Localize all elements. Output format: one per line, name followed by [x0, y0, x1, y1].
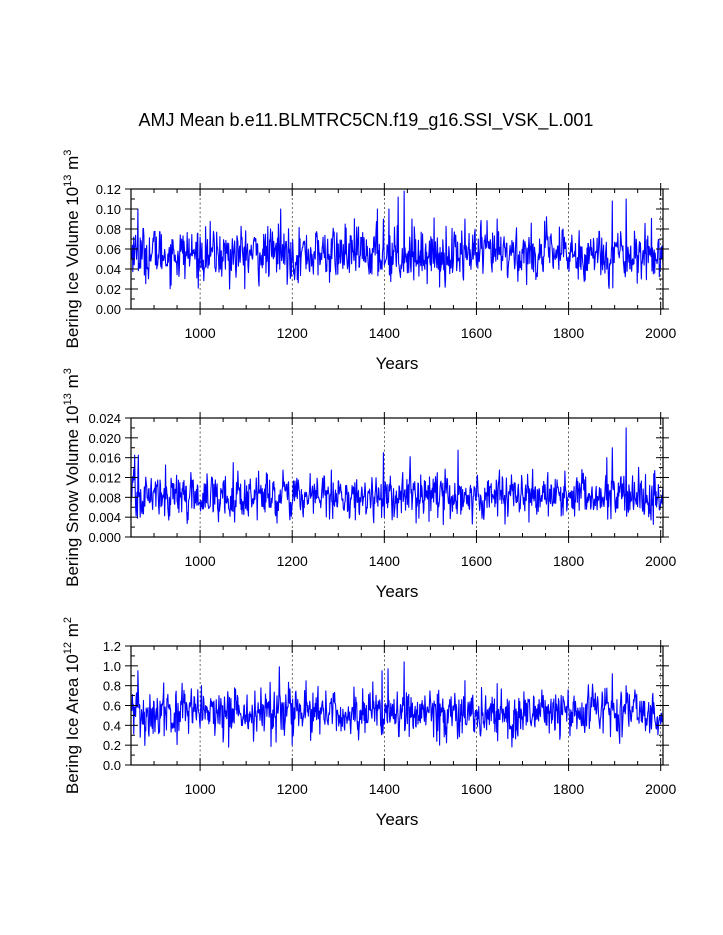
x-axis-label: Years — [376, 810, 419, 829]
chart-panel-3: 1000 1200 1400 1600 1800 2000 0.0 0.2 0.4 0.6 0.8 1… — [62, 617, 676, 829]
chart-panel-2: 1000 1200 1400 1600 1800 2000 0.000 0.004 0.008 0… — [62, 368, 676, 601]
x-tick-label: 2000 — [645, 781, 676, 797]
y-axis-label: Bering Ice Area 1012 m2 — [62, 617, 82, 794]
x-tick-label: 2000 — [645, 553, 676, 569]
y-axis-label: Bering Ice Volume 1013 m3 — [62, 150, 82, 349]
x-tick-label: 1800 — [553, 781, 584, 797]
chart-panel-1: 1000 1200 1400 1600 1800 2000 0.00 0.02 0.04 0.06… — [62, 150, 676, 373]
y-tick-label: 0.020 — [88, 431, 121, 446]
x-tick-label: 1400 — [369, 781, 400, 797]
y-tick-label: 0.06 — [96, 242, 121, 257]
y-tick-label: 0.008 — [88, 490, 121, 505]
y-tick-label: 0.04 — [96, 262, 121, 277]
x-tick-label: 1600 — [461, 553, 492, 569]
x-tick-label: 1000 — [185, 325, 216, 341]
series-line — [130, 427, 664, 526]
x-axis-label: Years — [376, 354, 419, 373]
y-tick-label: 0.12 — [96, 182, 121, 197]
y-tick-label: 0.024 — [88, 411, 121, 426]
x-tick-label: 1200 — [277, 781, 308, 797]
y-tick-label: 0.00 — [96, 302, 121, 317]
x-tick-label: 1000 — [185, 781, 216, 797]
y-tick-label: 0.012 — [88, 471, 121, 486]
y-tick-label: 0.2 — [103, 738, 121, 753]
figure-title: AMJ Mean b.e11.BLMTRC5CN.f19_g16.SSI_VSK… — [139, 110, 594, 131]
y-tick-label: 0.10 — [96, 202, 121, 217]
x-tick-label: 1800 — [553, 325, 584, 341]
y-tick-label: 0.8 — [103, 679, 121, 694]
series-line — [130, 190, 664, 290]
x-tick-label: 1000 — [185, 553, 216, 569]
y-tick-label: 0.000 — [88, 530, 121, 545]
y-tick-label: 0.6 — [103, 699, 121, 714]
series-line — [130, 661, 664, 748]
y-tick-label: 0.016 — [88, 451, 121, 466]
y-tick-label: 0.004 — [88, 510, 121, 525]
x-axis-label: Years — [376, 582, 419, 601]
x-tick-label: 1600 — [461, 781, 492, 797]
panels: 1000 1200 1400 1600 1800 2000 0.00 0.02 0.04 0.06… — [62, 150, 676, 829]
x-tick-label: 1800 — [553, 553, 584, 569]
y-tick-label: 1.0 — [103, 659, 121, 674]
x-tick-label: 1400 — [369, 553, 400, 569]
x-tick-label: 1200 — [277, 553, 308, 569]
y-axis-label: Bering Snow Volume 1013 m3 — [62, 368, 82, 587]
y-tick-label: 0.0 — [103, 758, 121, 773]
y-tick-label: 1.2 — [103, 639, 121, 654]
y-tick-label: 0.4 — [103, 718, 121, 733]
x-tick-label: 1600 — [461, 325, 492, 341]
x-tick-label: 1400 — [369, 325, 400, 341]
x-tick-label: 1200 — [277, 325, 308, 341]
y-tick-label: 0.08 — [96, 222, 121, 237]
y-tick-label: 0.02 — [96, 282, 121, 297]
x-tick-label: 2000 — [645, 325, 676, 341]
